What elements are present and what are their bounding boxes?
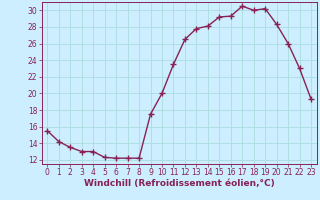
- X-axis label: Windchill (Refroidissement éolien,°C): Windchill (Refroidissement éolien,°C): [84, 179, 275, 188]
